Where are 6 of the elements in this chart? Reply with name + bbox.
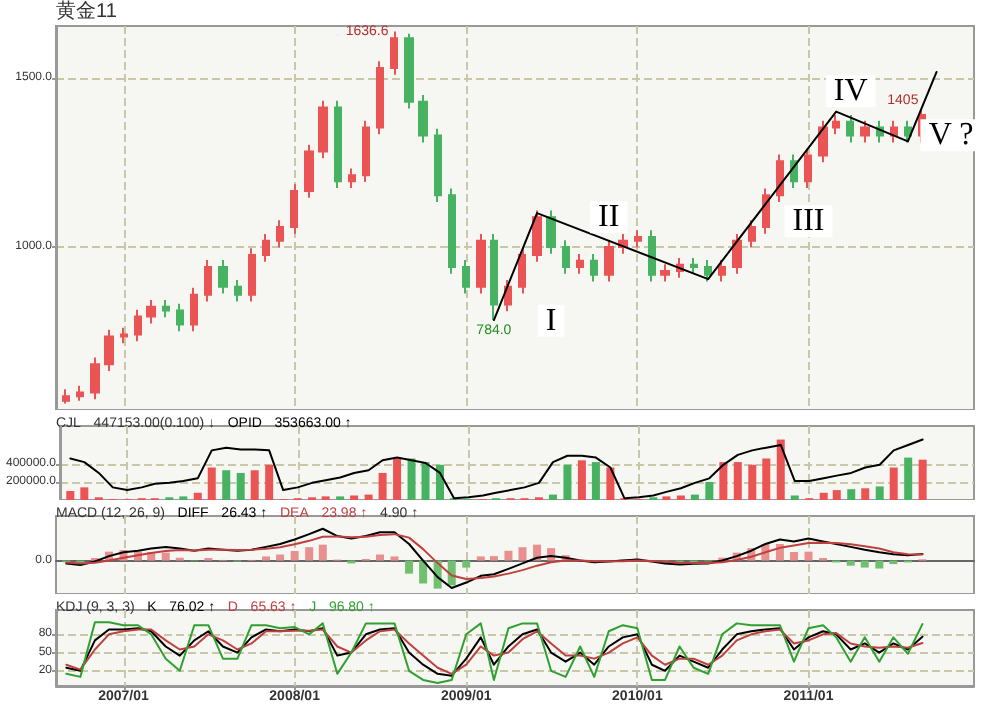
chart-title: 黄金11	[56, 0, 118, 23]
annotation: V ?	[928, 118, 974, 153]
annotation: I	[545, 303, 557, 338]
annotation: II	[598, 200, 620, 235]
annotation: III	[792, 204, 825, 239]
annotation: IV	[833, 74, 869, 109]
